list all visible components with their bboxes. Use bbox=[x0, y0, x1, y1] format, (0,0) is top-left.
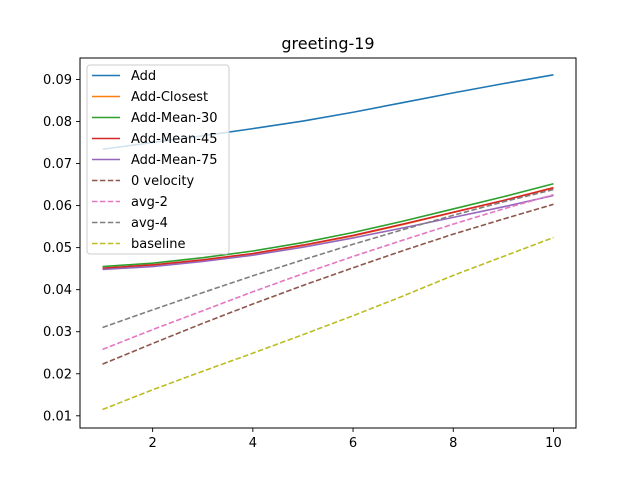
y-tick-label: 0.07 bbox=[43, 157, 72, 172]
y-axis: 0.01 0.02 0.03 0.04 0.05 0.06 0.07 0.08 0.09 bbox=[43, 73, 80, 424]
y-tick-label: 0.02 bbox=[43, 367, 72, 382]
x-tick-label: 8 bbox=[449, 436, 457, 451]
x-axis: 2 4 6 8 10 bbox=[149, 428, 562, 451]
series-line-add-mean-45 bbox=[102, 187, 554, 270]
y-tick-label: 0.03 bbox=[43, 325, 72, 340]
legend-label-add-closest: Add-Closest bbox=[131, 90, 208, 105]
legend-label-add: Add bbox=[131, 69, 156, 84]
plot-frame bbox=[79, 57, 577, 429]
series-layer bbox=[102, 74, 554, 411]
x-tick-label: 6 bbox=[349, 436, 357, 451]
y-tick-label: 0.04 bbox=[43, 283, 72, 298]
y-tick-label: 0.01 bbox=[43, 409, 72, 424]
y-tick-label: 0.05 bbox=[43, 241, 72, 256]
y-tick-label: 0.08 bbox=[43, 115, 72, 130]
legend-items: Add Add-Closest Add-Mean-30 Add-Mean-45 Add-… bbox=[92, 69, 218, 252]
legend-label-add-mean-75: Add-Mean-75 bbox=[131, 153, 218, 168]
series-line-add-mean-30 bbox=[102, 182, 554, 268]
x-tick-label: 2 bbox=[149, 436, 157, 451]
series-line-avg-2 bbox=[102, 193, 554, 351]
series-line-avg-4 bbox=[102, 188, 554, 329]
x-tick-label: 10 bbox=[545, 436, 562, 451]
legend-label-baseline: baseline bbox=[131, 237, 185, 252]
legend-label-avg-4: avg-4 bbox=[131, 216, 168, 231]
legend-label-add-mean-45: Add-Mean-45 bbox=[131, 132, 218, 147]
legend-box bbox=[86, 64, 230, 255]
legend: Add Add-Closest Add-Mean-30 Add-Mean-45 Add-… bbox=[86, 64, 230, 255]
series-line-baseline bbox=[102, 236, 554, 411]
chart-title: greeting-19 bbox=[281, 34, 374, 53]
legend-label-avg-2: avg-2 bbox=[131, 195, 168, 210]
legend-label-0-velocity: 0 velocity bbox=[131, 174, 195, 189]
y-tick-label: 0.06 bbox=[43, 199, 72, 214]
legend-label-add-mean-30: Add-Mean-30 bbox=[131, 111, 218, 126]
x-tick-label: 4 bbox=[249, 436, 257, 451]
series-line-add-mean-75 bbox=[102, 194, 554, 271]
series-line-0-velocity bbox=[102, 203, 554, 365]
y-tick-label: 0.09 bbox=[43, 73, 72, 88]
